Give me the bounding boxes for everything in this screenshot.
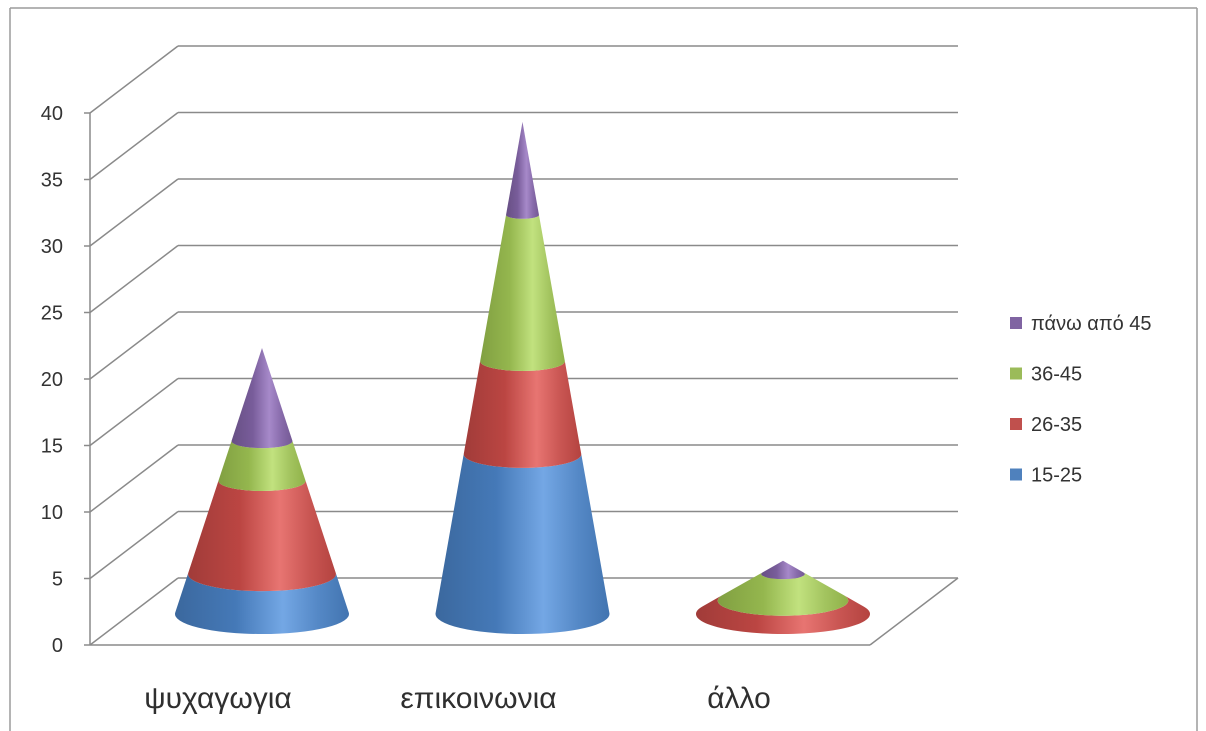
cone-0: [175, 348, 349, 635]
side-wall-gridline-0: [89, 577, 179, 646]
y-tick-label-4: 20: [41, 369, 63, 391]
legend: πάνω από 45 36-45 26-35 15-25: [1010, 313, 1152, 487]
side-wall-gridline-5: [89, 244, 179, 314]
legend-marker-1: [1010, 418, 1022, 430]
cone-0-segment-1: [188, 480, 336, 592]
cone-0-segment-2: [218, 440, 306, 492]
legend-marker-0: [1010, 468, 1022, 481]
y-tick-label-0: 0: [52, 635, 63, 657]
cone-1-segment-3: [506, 121, 539, 219]
cone-2-segment-2: [717, 572, 849, 616]
legend-entry-2: 36-45: [1010, 364, 1082, 386]
legend-label-1: 26-35: [1031, 414, 1082, 436]
y-tick-label-5: 25: [41, 303, 63, 325]
y-tick-label-7: 35: [41, 170, 63, 192]
chart-frame: [9, 7, 1198, 731]
cone-0-segment-0: [175, 572, 349, 635]
y-tick-label-6: 30: [41, 236, 63, 258]
cones: [175, 121, 870, 635]
side-wall-gridline-7: [89, 111, 179, 181]
x-category-label-2: άλλο: [707, 682, 771, 715]
side-wall-gridline-6: [89, 178, 179, 247]
legend-label-2: 36-45: [1031, 364, 1082, 386]
x-category-label-0: ψυχαγωγια: [144, 682, 292, 715]
side-wall-gridline-3: [89, 377, 179, 447]
chart-walls-and-gridlines: [89, 45, 959, 646]
cone-1-segment-2: [480, 214, 565, 371]
cone-0-segment-3: [231, 348, 293, 449]
side-wall-gridline-8: [89, 45, 179, 114]
side-wall-gridline-2: [89, 444, 179, 513]
cone-2-segment-3: [761, 560, 805, 580]
legend-entry-1: 26-35: [1010, 414, 1082, 436]
legend-label-3: πάνω από 45: [1031, 313, 1152, 335]
floor-right-edge: [869, 577, 959, 646]
y-tick-label-8: 40: [41, 103, 63, 125]
cone-2-segment-1: [696, 595, 870, 635]
side-wall-gridline-1: [89, 510, 179, 580]
y-tick-label-3: 15: [41, 436, 63, 458]
y-tick-label-2: 10: [41, 502, 63, 524]
x-category-label-1: επικοινωνια: [400, 682, 556, 715]
y-tick-label-1: 5: [52, 569, 63, 591]
y-axis: 0 5 10 15 20 25 30 35 40: [41, 103, 91, 657]
legend-entry-0: 15-25: [1010, 465, 1082, 487]
cone-1-segment-0: [435, 453, 610, 635]
cone-1: [435, 121, 610, 635]
legend-label-0: 15-25: [1031, 465, 1082, 487]
legend-entry-3: πάνω από 45: [1010, 313, 1152, 335]
legend-marker-3: [1010, 317, 1022, 329]
side-wall-gridline-4: [89, 311, 179, 380]
cone-2: [696, 560, 870, 635]
cone-1-segment-1: [463, 360, 582, 468]
legend-marker-2: [1010, 367, 1022, 380]
x-axis-category-labels: ψυχαγωγια επικοινωνια άλλο: [144, 682, 771, 715]
